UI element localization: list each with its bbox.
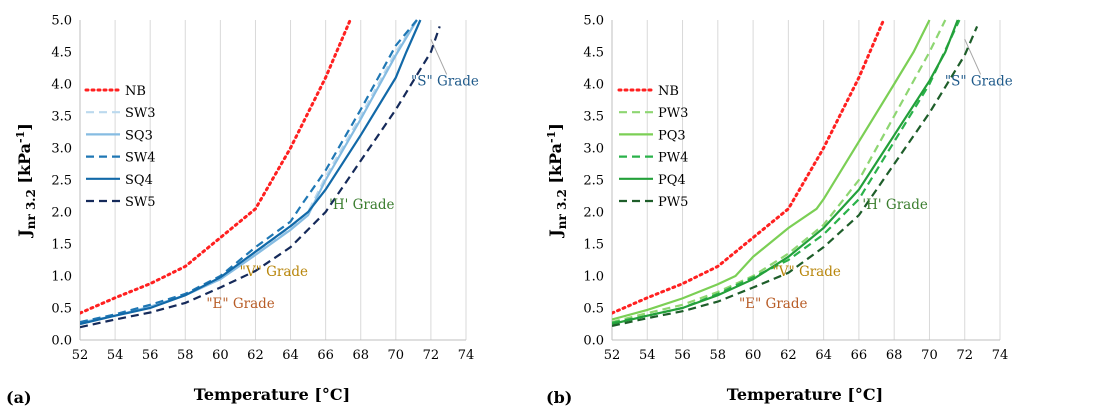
- series-line-pq4: [612, 19, 959, 326]
- x-axis-title: Temperature [°C]: [194, 385, 350, 404]
- s-grade-leader: [430, 38, 448, 75]
- panel-label: (a): [6, 388, 32, 407]
- y-tick-label: 3.0: [583, 142, 604, 157]
- y-tick-label: 0.5: [51, 302, 72, 317]
- s-grade-leader: [964, 38, 982, 75]
- legend-label-sq3: SQ3: [125, 128, 153, 143]
- y-tick-label: 2.0: [51, 206, 72, 221]
- legend: NB SW3 SQ3 SW4 SQ4 SW5: [84, 84, 156, 210]
- x-tick-label: 74: [458, 348, 475, 363]
- y-tick-label: 4.5: [51, 46, 72, 61]
- x-tick-label: 54: [639, 348, 656, 363]
- y-tick-label: 2.5: [51, 174, 72, 189]
- chart-panel-b: 52 54 56 58 60 62 64 66 68 70 72 74 0.0 0.5 1.0 1.5 2.0 2…: [545, 14, 1013, 408]
- x-tick-label: 66: [317, 348, 334, 363]
- y-axis-title-main: J: [546, 229, 565, 239]
- x-tick-label: 52: [72, 348, 89, 363]
- series-line-pw3: [612, 19, 947, 324]
- x-axis-title: Temperature [°C]: [727, 385, 883, 404]
- legend-label-pw4: PW4: [658, 151, 688, 166]
- y-tick-label: 4.5: [583, 46, 604, 61]
- y-axis-title-end: ]: [15, 123, 34, 131]
- legend-label-sq4: SQ4: [125, 173, 153, 188]
- v-grade-label: "V" Grade: [772, 264, 840, 280]
- legend-label-sw5: SW5: [125, 195, 156, 210]
- legend-label-sw3: SW3: [125, 106, 156, 121]
- legend-label-pw3: PW3: [658, 106, 688, 121]
- legend-label-pw5: PW5: [658, 195, 688, 210]
- y-tick-label: 4.0: [583, 78, 604, 93]
- x-tick-label: 62: [247, 348, 264, 363]
- x-tick-label: 70: [388, 348, 405, 363]
- x-tick-label: 60: [745, 348, 762, 363]
- y-axis-title-unit: [kPa: [546, 143, 565, 189]
- y-tick-label: 5.0: [51, 14, 72, 29]
- x-tick-label: 68: [886, 348, 903, 363]
- series-line-sw4: [80, 19, 418, 324]
- x-tick-label: 54: [107, 348, 124, 363]
- y-tick-label: 1.5: [583, 238, 604, 253]
- legend-label-pq3: PQ3: [658, 128, 686, 143]
- h-grade-label: 'H' Grade: [862, 197, 927, 213]
- legend: NB PW3 PQ3 PW4 PQ4 PW5: [617, 84, 688, 210]
- y-axis-title-sub: nr 3.2: [24, 189, 38, 229]
- x-tick-label: 58: [710, 348, 727, 363]
- legend-label-sw4: SW4: [125, 151, 156, 166]
- chart-panel-a: 52 54 56 58 60 62 64 66 68 70 72 74 0.0 0.5 1.0 1.5 2.0 2…: [6, 14, 479, 408]
- x-tick-label: 64: [282, 348, 299, 363]
- legend-label-nb: NB: [658, 84, 679, 99]
- y-tick-label: 2.5: [583, 174, 604, 189]
- x-tick-label: 72: [423, 348, 440, 363]
- s-grade-label: "S" Grade: [945, 73, 1013, 89]
- y-axis-title: Jnr 3.2 [kPa-1]: [14, 123, 38, 239]
- series-line-pw5: [612, 25, 979, 327]
- s-grade-label: "S" Grade: [411, 73, 479, 89]
- y-axis-title-main: J: [15, 229, 34, 239]
- x-tick-label: 68: [352, 348, 369, 363]
- e-grade-label: "E" Grade: [206, 296, 274, 312]
- x-tick-label: 56: [142, 348, 159, 363]
- y-axis-title-sup: -1: [545, 131, 558, 143]
- series-line-nb: [80, 18, 352, 315]
- y-axis-title-end: ]: [546, 123, 565, 131]
- y-tick-label: 1.5: [51, 238, 72, 253]
- y-tick-label: 1.0: [583, 270, 604, 285]
- v-grade-label: "V" Grade: [240, 264, 308, 280]
- y-tick-label: 0.0: [51, 334, 72, 349]
- e-grade-label: "E" Grade: [739, 296, 807, 312]
- y-tick-label: 0.5: [583, 302, 604, 317]
- y-tick-label: 1.0: [51, 270, 72, 285]
- h-grade-label: 'H' Grade: [329, 197, 394, 213]
- y-tick-label: 3.5: [51, 110, 72, 125]
- x-tick-label: 66: [851, 348, 868, 363]
- x-tick-label: 62: [780, 348, 797, 363]
- series-line-pw4: [612, 19, 961, 324]
- legend-label-pq4: PQ4: [658, 173, 686, 188]
- y-axis-title-sub: nr 3.2: [555, 189, 569, 229]
- y-tick-label: 4.0: [51, 78, 72, 93]
- x-tick-label: 70: [921, 348, 938, 363]
- x-tick-label: 74: [992, 348, 1009, 363]
- series-line-pq3: [612, 19, 931, 321]
- x-tick-label: 52: [604, 348, 621, 363]
- x-tick-label: 72: [956, 348, 973, 363]
- legend-label-nb: NB: [125, 84, 146, 99]
- y-tick-label: 3.0: [51, 142, 72, 157]
- series-line-sw5: [80, 26, 441, 329]
- panel-label: (b): [546, 388, 572, 407]
- series-line-nb: [612, 18, 886, 315]
- y-axis-title-sup: -1: [14, 131, 27, 143]
- y-axis-title-unit: [kPa: [15, 143, 34, 189]
- y-tick-label: 0.0: [583, 334, 604, 349]
- y-tick-label: 2.0: [583, 206, 604, 221]
- y-axis-title: Jnr 3.2 [kPa-1]: [545, 123, 569, 239]
- x-tick-label: 58: [177, 348, 194, 363]
- series-line-sq4: [80, 19, 422, 326]
- x-tick-label: 64: [815, 348, 832, 363]
- x-tick-label: 56: [674, 348, 691, 363]
- y-tick-label: 5.0: [583, 14, 604, 29]
- y-tick-label: 3.5: [583, 110, 604, 125]
- x-tick-label: 60: [212, 348, 229, 363]
